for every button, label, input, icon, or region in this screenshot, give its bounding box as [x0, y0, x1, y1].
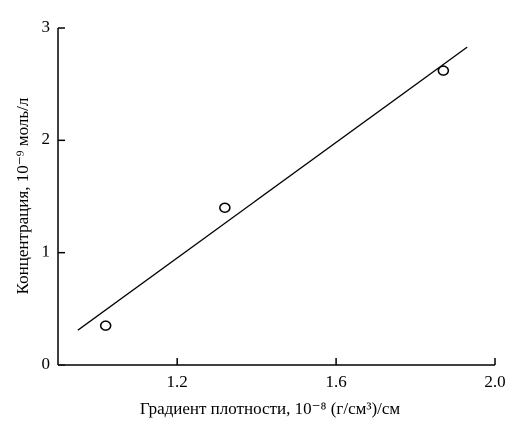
data-point — [99, 320, 112, 331]
y-tick-label: 1 — [42, 242, 51, 261]
x-axis-label: Градиент плотности, 10⁻⁸ (г/см³)/см — [140, 399, 401, 418]
y-tick-label: 3 — [42, 17, 51, 36]
y-tick-label: 0 — [42, 354, 51, 373]
y-tick-label: 2 — [42, 129, 51, 148]
x-tick-label: 2.0 — [484, 372, 505, 391]
x-tick-label: 1.2 — [167, 372, 188, 391]
data-point — [437, 65, 450, 76]
y-axis-label: Концентрация, 10⁻⁹ моль/л — [13, 97, 32, 294]
data-point — [219, 202, 231, 213]
fit-line — [77, 46, 468, 331]
x-tick-label: 1.6 — [325, 372, 346, 391]
